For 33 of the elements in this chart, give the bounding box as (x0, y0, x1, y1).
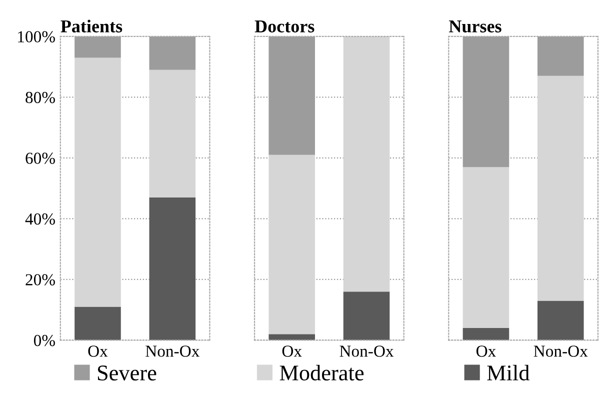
chart-title: Doctors (254, 20, 314, 32)
x-tick-label: Ox (88, 346, 108, 357)
x-tick-label: Non-Ox (340, 346, 394, 357)
y-tick-label: 20% (26, 274, 55, 286)
bar (537, 36, 584, 76)
bar (343, 36, 390, 292)
bar (268, 334, 315, 340)
chart-title: Patients (60, 20, 122, 32)
bar (462, 328, 510, 340)
bar (149, 197, 196, 340)
bar (149, 70, 196, 198)
x-tick-label: Non-Ox (534, 346, 588, 357)
bar (343, 292, 390, 340)
bar (74, 36, 121, 58)
legend-label: Severe (98, 366, 156, 380)
x-tick-label: Non-Ox (146, 346, 200, 357)
legend-label: Mild (487, 364, 530, 380)
bar (74, 306, 121, 340)
y-tick-label: 60% (26, 152, 55, 164)
legend-label: Moderate (280, 364, 364, 380)
y-tick-label: 80% (26, 92, 55, 104)
y-tick-label: 40% (25, 213, 55, 225)
y-tick-label: 100% (18, 31, 55, 42)
x-tick-label: Ox (282, 346, 302, 357)
chart-title: Nurses (448, 20, 502, 33)
bar (149, 36, 196, 70)
bar (74, 58, 121, 307)
x-tick-label: Ox (476, 346, 496, 357)
bar (462, 167, 510, 328)
bar (537, 76, 584, 301)
bar (537, 300, 584, 340)
bar (268, 154, 315, 334)
y-tick-label: 0% (34, 334, 55, 346)
